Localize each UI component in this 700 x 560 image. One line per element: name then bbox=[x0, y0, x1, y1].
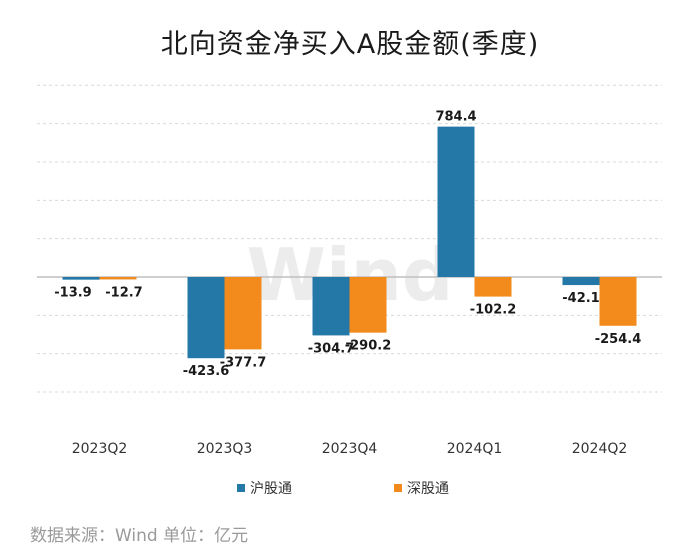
chart-title: 北向资金净买入A股金额(季度) bbox=[160, 29, 540, 60]
data-label: -377.7 bbox=[220, 355, 267, 370]
x-tick-label: 2024Q1 bbox=[447, 441, 503, 457]
bar-hgt-2023Q4 bbox=[312, 277, 350, 336]
x-tick-labels: 2023Q2 2023Q3 2023Q4 2024Q1 2024Q2 bbox=[72, 441, 628, 457]
data-label: 784.4 bbox=[435, 110, 476, 125]
legend-swatch bbox=[237, 484, 245, 492]
bar-hgt-2024Q1 bbox=[437, 126, 475, 277]
legend: 沪股通 深股通 bbox=[237, 481, 449, 497]
bar-sgt-2024Q1 bbox=[474, 277, 512, 297]
bar-hgt-2023Q2 bbox=[62, 277, 100, 280]
data-label: -304.7 bbox=[308, 341, 355, 356]
x-tick-label: 2024Q2 bbox=[572, 441, 628, 457]
legend-label: 深股通 bbox=[407, 481, 449, 497]
data-label: -254.4 bbox=[595, 332, 642, 347]
bar-hgt-2023Q3 bbox=[187, 277, 225, 359]
data-label: -290.2 bbox=[345, 339, 392, 354]
legend-label: 沪股通 bbox=[250, 481, 292, 497]
data-label: -42.1 bbox=[562, 291, 599, 306]
bar-sgt-2024Q2 bbox=[599, 277, 637, 326]
data-labels: -13.9 -12.7 -423.6-377.7 -304.7-290.2 784.4 -… bbox=[54, 110, 641, 380]
data-label: -13.9 bbox=[54, 286, 91, 301]
data-label: -423.6 bbox=[183, 364, 230, 379]
bar-sgt-2023Q2 bbox=[99, 277, 137, 280]
bar-sgt-2023Q4 bbox=[349, 277, 387, 333]
x-tick-label: 2023Q3 bbox=[197, 441, 253, 457]
data-label: -12.7 bbox=[105, 285, 142, 300]
x-tick-label: 2023Q2 bbox=[72, 441, 128, 457]
bar-sgt-2023Q3 bbox=[224, 277, 262, 350]
data-label: -102.2 bbox=[470, 303, 517, 318]
source-note: 数据来源：Wind 单位：亿元 bbox=[30, 526, 249, 546]
bars bbox=[62, 126, 637, 359]
bar-hgt-2024Q2 bbox=[562, 277, 600, 286]
x-tick-label: 2023Q4 bbox=[322, 441, 378, 457]
legend-swatch bbox=[394, 484, 402, 492]
